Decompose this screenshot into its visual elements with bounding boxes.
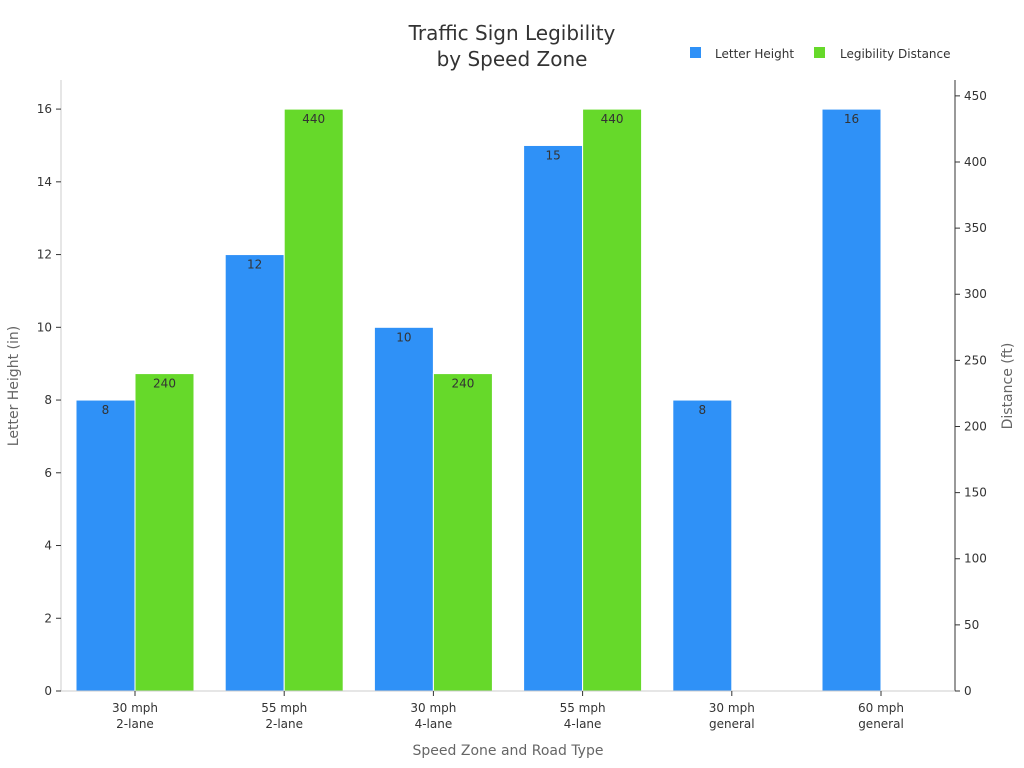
left-tick-label: 16 [37,102,52,116]
left-tick-label: 4 [44,539,52,553]
left-tick-label: 6 [44,466,52,480]
letter-height-bar [672,399,733,692]
x-tick-label-line: general [709,717,755,731]
legibility-distance-bar [582,108,643,692]
left-tick-label: 14 [37,175,52,189]
legend-label: Legibility Distance [840,47,951,61]
x-tick-label-line: 55 mph [261,701,307,715]
legibility-distance-bar [134,373,195,692]
left-tick-label: 2 [44,611,52,625]
letter-height-data-label: 8 [102,403,110,417]
letter-height-bar [373,326,434,692]
y-axis-right-label: Distance (ft) [1000,343,1016,430]
legend-label: Letter Height [715,47,794,61]
right-tick-label: 300 [964,287,987,301]
x-tick-label-line: 55 mph [560,701,606,715]
letter-height-bar [224,254,285,692]
x-tick-label: 30 mph 2-lane [112,701,158,731]
legibility-distance-bar [432,373,493,692]
right-tick-label: 200 [964,419,987,433]
right-tick-label: 250 [964,353,987,367]
x-tick-label: 30 mph 4-lane [410,701,456,731]
right-tick-label: 150 [964,486,987,500]
chart-title-line-1: Traffic Sign Legibility [408,21,616,45]
legibility-distance-data-label: 440 [302,112,325,126]
x-axis-label: Speed Zone and Road Type [413,743,604,759]
letter-height-bar [821,108,882,692]
legibility-distance-data-label: 240 [153,377,176,391]
x-tick-label-line: 30 mph [709,701,755,715]
letter-height-data-label: 12 [247,258,262,272]
left-tick-label: 12 [37,248,52,262]
x-tick-label-line: 30 mph [112,701,158,715]
legibility-distance-data-label: 240 [451,377,474,391]
right-tick-label: 0 [964,684,972,698]
bars [75,108,882,692]
legend-item-legibility-distance: Legibility Distance [814,47,951,61]
bar-data-labels: 8 240 12 440 10 240 15 440 8 16 [102,112,859,417]
right-axis-ticks: 0 50 100 150 200 250 300 350 400 450 [955,89,987,698]
legibility-distance-data-label: 440 [601,112,624,126]
letter-height-data-label: 10 [396,330,411,344]
letter-height-data-label: 8 [698,403,706,417]
chart-title-line-2: by Speed Zone [437,47,588,71]
legend-swatch [690,47,701,58]
left-tick-label: 8 [44,393,52,407]
x-tick-label-line: 30 mph [410,701,456,715]
x-tick-label-line: 2-lane [265,717,303,731]
right-tick-label: 100 [964,552,987,566]
y-axis-left-label: Letter Height (in) [6,326,22,446]
legibility-distance-bar [283,108,344,692]
axes [60,80,956,692]
letter-height-bar [523,144,584,692]
left-axis-ticks: 0 2 4 6 8 10 12 14 16 [37,102,61,698]
legend-item-letter-height: Letter Height [690,47,794,61]
x-tick-label: 55 mph 2-lane [261,701,307,731]
chart-title: Traffic Sign Legibility by Speed Zone [408,21,616,71]
x-tick-label: 60 mph general [858,701,904,731]
right-tick-label: 450 [964,89,987,103]
left-tick-label: 10 [37,320,52,334]
x-tick-label-line: 4-lane [564,717,602,731]
x-tick-label-line: 2-lane [116,717,154,731]
letter-height-data-label: 15 [545,148,560,162]
x-tick-label: 30 mph general [709,701,755,731]
x-tick-label: 55 mph 4-lane [560,701,606,731]
right-tick-label: 50 [964,618,979,632]
legend-swatch [814,47,825,58]
right-tick-label: 350 [964,221,987,235]
letter-height-data-label: 16 [844,112,859,126]
x-tick-label-line: 4-lane [415,717,453,731]
letter-height-bar [75,399,136,692]
x-tick-label-line: general [858,717,904,731]
right-tick-label: 400 [964,155,987,169]
legend: Letter Height Legibility Distance [690,47,951,61]
x-tick-label-line: 60 mph [858,701,904,715]
left-tick-label: 0 [44,684,52,698]
